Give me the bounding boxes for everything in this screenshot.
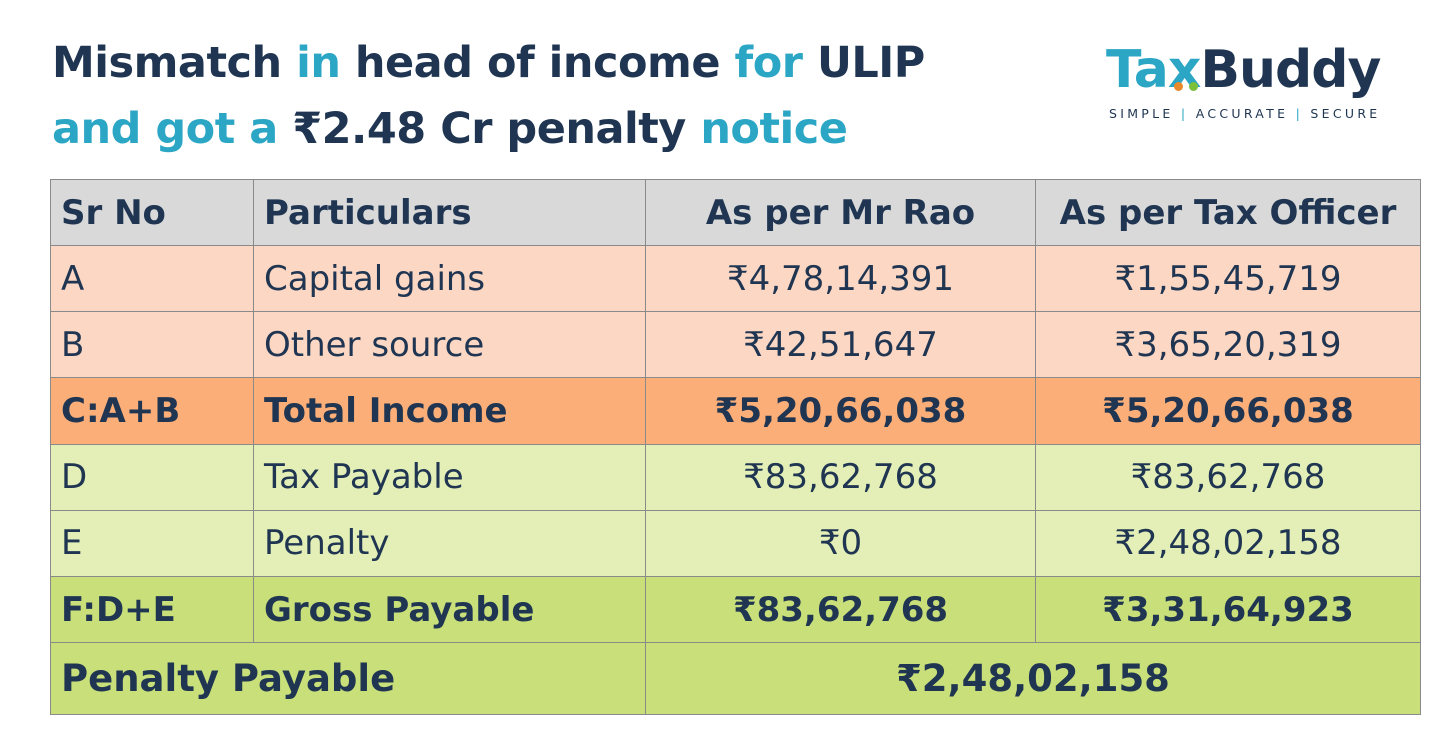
title-line-1: Mismatch in head of income for ULIP (52, 30, 925, 96)
logo-wordmark: TaxBuddy (1106, 36, 1412, 104)
page-title: Mismatch in head of income for ULIP and … (52, 30, 925, 162)
table-row-total-income: C:A+B Total Income ₹5,20,66,038 ₹5,20,66… (50, 377, 1421, 445)
header-as-per-mr-rao: As per Mr Rao (645, 178, 1036, 247)
table-row: A Capital gains ₹4,78,14,391 ₹1,55,45,71… (50, 245, 1421, 313)
cell-particular: Capital gains (253, 245, 646, 313)
income-comparison-table: Sr No Particulars As per Mr Rao As per T… (50, 178, 1421, 715)
title-segment: ₹2.48 Cr penalty (292, 104, 701, 154)
cell-sr: C:A+B (50, 377, 254, 445)
title-segment: ULIP (802, 38, 925, 88)
cell-particular: Gross Payable (253, 575, 646, 644)
cell-sr: B (50, 311, 254, 379)
title-segment: Mismatch (52, 38, 297, 88)
logo-part-tax: Tax (1106, 40, 1201, 100)
title-segment: for (734, 38, 803, 88)
cell-sr: D (50, 443, 254, 511)
cell-rao: ₹0 (645, 509, 1036, 577)
cell-officer: ₹83,62,768 (1035, 443, 1421, 511)
logo-tagline: SIMPLE | ACCURATE | SECURE (1109, 106, 1412, 121)
table-header-row: Sr No Particulars As per Mr Rao As per T… (50, 178, 1421, 247)
cell-rao: ₹4,78,14,391 (645, 245, 1036, 313)
title-segment: in (296, 38, 341, 88)
header-sr-no: Sr No (50, 178, 254, 247)
taxbuddy-logo: TaxBuddy SIMPLE | ACCURATE | SECURE (1106, 36, 1412, 121)
cell-officer: ₹1,55,45,719 (1035, 245, 1421, 313)
title-line-2: and got a ₹2.48 Cr penalty notice (52, 96, 925, 162)
cell-particular: Tax Payable (253, 443, 646, 511)
cell-rao: ₹83,62,768 (645, 443, 1036, 511)
cell-officer: ₹5,20,66,038 (1035, 377, 1421, 445)
cell-particular: Other source (253, 311, 646, 379)
title-segment: and got a (52, 104, 293, 154)
penalty-payable-label: Penalty Payable (50, 642, 646, 715)
title-segment: notice (700, 104, 848, 154)
penalty-payable-value: ₹2,48,02,158 (645, 642, 1421, 715)
table-row-penalty-payable: Penalty Payable ₹2,48,02,158 (50, 642, 1421, 715)
cell-particular: Penalty (253, 509, 646, 577)
tagline-word: ACCURATE (1195, 106, 1289, 121)
logo-part-buddy: Buddy (1200, 40, 1381, 100)
cell-rao: ₹83,62,768 (645, 575, 1036, 644)
tagline-word: SIMPLE (1109, 106, 1174, 121)
cell-particular: Total Income (253, 377, 646, 445)
cell-sr: E (50, 509, 254, 577)
table-row-gross-payable: F:D+E Gross Payable ₹83,62,768 ₹3,31,64,… (50, 575, 1421, 644)
tagline-separator: | (1295, 106, 1304, 121)
logo-dots-icon (1174, 40, 1204, 108)
title-segment: head of income (340, 38, 735, 88)
cell-sr: F:D+E (50, 575, 254, 644)
cell-sr: A (50, 245, 254, 313)
tagline-word: SECURE (1310, 106, 1381, 121)
header-as-per-tax-officer: As per Tax Officer (1035, 178, 1421, 247)
cell-rao: ₹42,51,647 (645, 311, 1036, 379)
cell-rao: ₹5,20,66,038 (645, 377, 1036, 445)
table-row: B Other source ₹42,51,647 ₹3,65,20,319 (50, 311, 1421, 379)
cell-officer: ₹3,65,20,319 (1035, 311, 1421, 379)
cell-officer: ₹3,31,64,923 (1035, 575, 1421, 644)
tagline-separator: | (1180, 106, 1189, 121)
cell-officer: ₹2,48,02,158 (1035, 509, 1421, 577)
table-row: D Tax Payable ₹83,62,768 ₹83,62,768 (50, 443, 1421, 511)
table-row: E Penalty ₹0 ₹2,48,02,158 (50, 509, 1421, 577)
header-particulars: Particulars (253, 178, 646, 247)
